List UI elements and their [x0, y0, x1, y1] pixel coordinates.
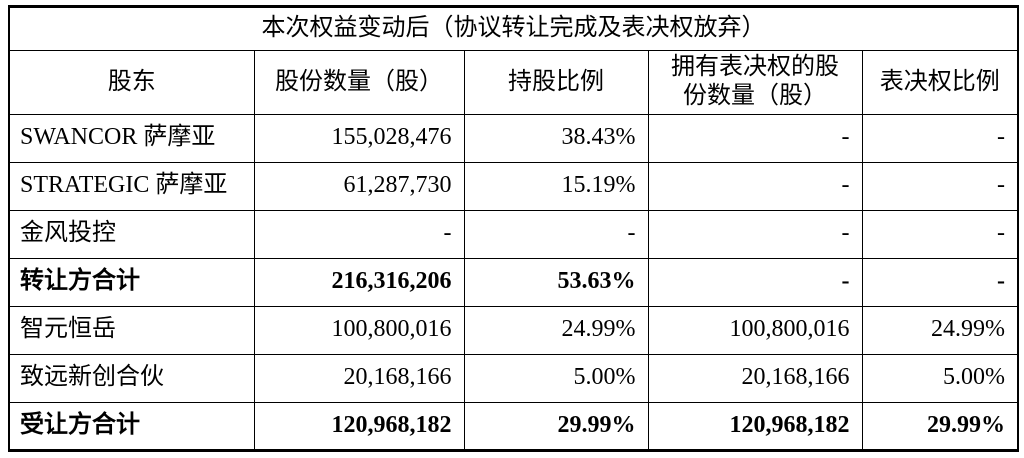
- table-row: 转让方合计 216,316,206 53.63% - -: [8, 257, 1019, 307]
- table-row: 致远新创合伙 20,168,166 5.00% 20,168,166 5.00%: [8, 353, 1019, 403]
- column-header: 持股比例: [463, 50, 649, 115]
- table-row: 智元恒岳 100,800,016 24.99% 100,800,016 24.9…: [8, 305, 1019, 355]
- column-header: 拥有表决权的股份数量（股）: [647, 50, 863, 115]
- cell-shareholder: 转让方合计: [8, 257, 255, 307]
- cell-shareholder: STRATEGIC 萨摩亚: [8, 161, 255, 211]
- cell-share-ratio: 24.99%: [463, 305, 649, 355]
- table-row: SWANCOR 萨摩亚 155,028,476 38.43% - -: [8, 113, 1019, 163]
- cell-shares: 20,168,166: [253, 353, 465, 403]
- cell-voting-ratio: 24.99%: [861, 305, 1019, 355]
- cell-voting-ratio: -: [861, 161, 1019, 211]
- column-header-label: 股东: [107, 69, 156, 96]
- cell-share-ratio: 15.19%: [463, 161, 649, 211]
- column-header: 股份数量（股）: [253, 50, 465, 115]
- table-row: 受让方合计 120,968,182 29.99% 120,968,182 29.…: [8, 401, 1019, 451]
- table-header-row: 股东 股份数量（股） 持股比例 拥有表决权的股份数量（股） 表决权比例: [8, 50, 1019, 115]
- cell-shareholder: SWANCOR 萨摩亚: [8, 113, 255, 163]
- cell-voting-shares: -: [647, 209, 863, 259]
- equity-change-table: 本次权益变动后（协议转让完成及表决权放弃） 股东 股份数量（股） 持股比例 拥有…: [8, 5, 1020, 452]
- cell-shares: 120,968,182: [253, 401, 465, 451]
- table-row: 金风投控 - - - -: [8, 209, 1019, 259]
- cell-voting-shares: -: [647, 161, 863, 211]
- cell-voting-ratio: -: [861, 113, 1019, 163]
- cell-shareholder: 智元恒岳: [8, 305, 255, 355]
- column-header-label: 股份数量（股）: [275, 69, 443, 96]
- cell-voting-shares: 120,968,182: [647, 401, 863, 451]
- cell-voting-shares: -: [647, 113, 863, 163]
- cell-share-ratio: 5.00%: [463, 353, 649, 403]
- cell-shares: 216,316,206: [253, 257, 465, 307]
- cell-shareholder: 金风投控: [8, 209, 255, 259]
- cell-voting-shares: 100,800,016: [647, 305, 863, 355]
- cell-shareholder: 受让方合计: [8, 401, 255, 451]
- cell-voting-ratio: -: [861, 209, 1019, 259]
- cell-shares: 100,800,016: [253, 305, 465, 355]
- cell-voting-ratio: 29.99%: [861, 401, 1019, 451]
- cell-voting-ratio: 5.00%: [861, 353, 1019, 403]
- table-title: 本次权益变动后（协议转让完成及表决权放弃）: [8, 6, 1019, 51]
- cell-share-ratio: 38.43%: [463, 113, 649, 163]
- cell-shares: -: [253, 209, 465, 259]
- column-header: 股东: [8, 50, 255, 115]
- table-title-row: 本次权益变动后（协议转让完成及表决权放弃）: [8, 6, 1019, 51]
- cell-shares: 61,287,730: [253, 161, 465, 211]
- cell-shareholder: 致远新创合伙: [8, 353, 255, 403]
- column-header-label: 表决权比例: [879, 69, 1000, 96]
- cell-share-ratio: 53.63%: [463, 257, 649, 307]
- cell-shares: 155,028,476: [253, 113, 465, 163]
- cell-voting-shares: 20,168,166: [647, 353, 863, 403]
- cell-share-ratio: -: [463, 209, 649, 259]
- cell-voting-ratio: -: [861, 257, 1019, 307]
- column-header: 表决权比例: [861, 50, 1019, 115]
- column-header-label: 持股比例: [508, 69, 604, 96]
- cell-voting-shares: -: [647, 257, 863, 307]
- table-row: STRATEGIC 萨摩亚 61,287,730 15.19% - -: [8, 161, 1019, 211]
- column-header-label: 拥有表决权的股份数量（股）: [671, 54, 839, 110]
- cell-share-ratio: 29.99%: [463, 401, 649, 451]
